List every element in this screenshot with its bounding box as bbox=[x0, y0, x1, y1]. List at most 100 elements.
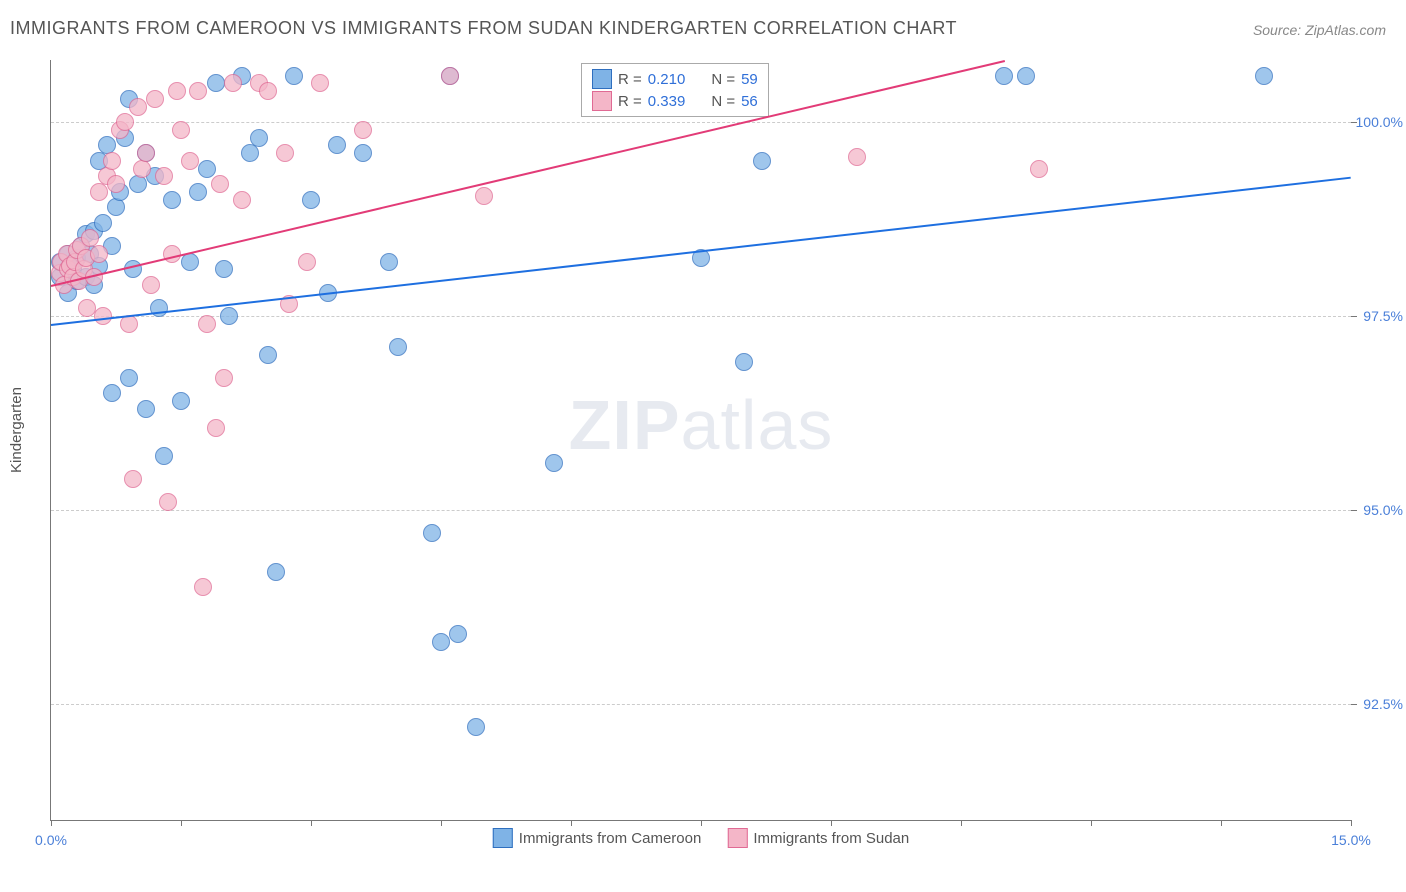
scatter-point bbox=[250, 129, 268, 147]
scatter-point bbox=[1017, 67, 1035, 85]
scatter-point bbox=[163, 191, 181, 209]
scatter-point bbox=[389, 338, 407, 356]
scatter-point bbox=[90, 183, 108, 201]
legend-swatch bbox=[493, 828, 513, 848]
gridline bbox=[51, 704, 1351, 705]
x-tick-mark bbox=[181, 820, 182, 826]
scatter-point bbox=[189, 82, 207, 100]
scatter-point bbox=[224, 74, 242, 92]
scatter-point bbox=[302, 191, 320, 209]
scatter-point bbox=[220, 307, 238, 325]
x-tick-mark bbox=[1091, 820, 1092, 826]
scatter-point bbox=[181, 152, 199, 170]
scatter-point bbox=[198, 160, 216, 178]
x-tick-label: 0.0% bbox=[35, 832, 67, 848]
scatter-point bbox=[423, 524, 441, 542]
legend-swatch bbox=[592, 69, 612, 89]
gridline bbox=[51, 510, 1351, 511]
scatter-point bbox=[267, 563, 285, 581]
legend-item: Immigrants from Cameroon bbox=[493, 828, 702, 848]
correlation-legend: R = 0.210N = 59R = 0.339N = 56 bbox=[581, 63, 769, 117]
chart-title: IMMIGRANTS FROM CAMEROON VS IMMIGRANTS F… bbox=[10, 18, 957, 39]
scatter-point bbox=[432, 633, 450, 651]
scatter-point bbox=[298, 253, 316, 271]
x-tick-label: 15.0% bbox=[1331, 832, 1371, 848]
watermark-bold: ZIP bbox=[569, 386, 681, 464]
x-tick-mark bbox=[441, 820, 442, 826]
source-attribution: Source: ZipAtlas.com bbox=[1253, 22, 1386, 38]
legend-n-label: N = bbox=[711, 71, 735, 88]
y-axis-label: Kindergarten bbox=[8, 387, 25, 473]
legend-label: Immigrants from Sudan bbox=[753, 830, 909, 847]
scatter-point bbox=[107, 198, 125, 216]
scatter-point bbox=[1255, 67, 1273, 85]
scatter-point bbox=[475, 187, 493, 205]
y-tick-mark bbox=[1351, 122, 1357, 123]
scatter-point bbox=[207, 74, 225, 92]
y-tick-label: 100.0% bbox=[1355, 114, 1403, 130]
scatter-point bbox=[94, 214, 112, 232]
scatter-point bbox=[155, 167, 173, 185]
y-tick-label: 95.0% bbox=[1355, 502, 1403, 518]
legend-r-value: 0.210 bbox=[648, 71, 686, 88]
scatter-point bbox=[103, 384, 121, 402]
chart-plot-area: ZIPatlas R = 0.210N = 59R = 0.339N = 56 … bbox=[50, 60, 1351, 821]
scatter-point bbox=[848, 148, 866, 166]
scatter-point bbox=[207, 419, 225, 437]
y-tick-mark bbox=[1351, 316, 1357, 317]
scatter-point bbox=[120, 369, 138, 387]
scatter-point bbox=[142, 276, 160, 294]
x-tick-mark bbox=[961, 820, 962, 826]
legend-n-label: N = bbox=[711, 93, 735, 110]
scatter-point bbox=[354, 121, 372, 139]
scatter-point bbox=[545, 454, 563, 472]
legend-n-value: 59 bbox=[741, 71, 758, 88]
scatter-point bbox=[380, 253, 398, 271]
scatter-point bbox=[753, 152, 771, 170]
scatter-point bbox=[354, 144, 372, 162]
scatter-point bbox=[172, 392, 190, 410]
scatter-point bbox=[259, 346, 277, 364]
legend-label: Immigrants from Cameroon bbox=[519, 830, 702, 847]
y-tick-label: 92.5% bbox=[1355, 696, 1403, 712]
legend-row: R = 0.339N = 56 bbox=[592, 90, 758, 112]
scatter-point bbox=[233, 191, 251, 209]
x-tick-mark bbox=[701, 820, 702, 826]
scatter-point bbox=[995, 67, 1013, 85]
watermark: ZIPatlas bbox=[569, 385, 834, 465]
scatter-point bbox=[90, 245, 108, 263]
scatter-point bbox=[241, 144, 259, 162]
scatter-point bbox=[449, 625, 467, 643]
series-legend: Immigrants from Cameroon Immigrants from … bbox=[493, 828, 909, 848]
scatter-point bbox=[133, 160, 151, 178]
scatter-point bbox=[137, 144, 155, 162]
y-tick-mark bbox=[1351, 510, 1357, 511]
scatter-point bbox=[259, 82, 277, 100]
x-tick-mark bbox=[1221, 820, 1222, 826]
scatter-point bbox=[129, 175, 147, 193]
scatter-point bbox=[189, 183, 207, 201]
scatter-point bbox=[735, 353, 753, 371]
legend-r-label: R = bbox=[618, 71, 642, 88]
legend-swatch bbox=[727, 828, 747, 848]
scatter-point bbox=[198, 315, 216, 333]
x-tick-mark bbox=[831, 820, 832, 826]
scatter-point bbox=[211, 175, 229, 193]
legend-row: R = 0.210 N = 59 bbox=[592, 68, 758, 90]
legend-r-value: 0.339 bbox=[648, 93, 686, 110]
gridline bbox=[51, 122, 1351, 123]
scatter-point bbox=[311, 74, 329, 92]
x-tick-mark bbox=[51, 820, 52, 826]
scatter-point bbox=[150, 299, 168, 317]
scatter-point bbox=[285, 67, 303, 85]
scatter-point bbox=[103, 152, 121, 170]
legend-r-label: R = bbox=[618, 93, 642, 110]
scatter-point bbox=[276, 144, 294, 162]
scatter-point bbox=[94, 307, 112, 325]
y-tick-mark bbox=[1351, 704, 1357, 705]
y-tick-label: 97.5% bbox=[1355, 308, 1403, 324]
legend-item: Immigrants from Sudan bbox=[727, 828, 909, 848]
scatter-point bbox=[215, 260, 233, 278]
x-tick-mark bbox=[571, 820, 572, 826]
scatter-point bbox=[129, 98, 147, 116]
